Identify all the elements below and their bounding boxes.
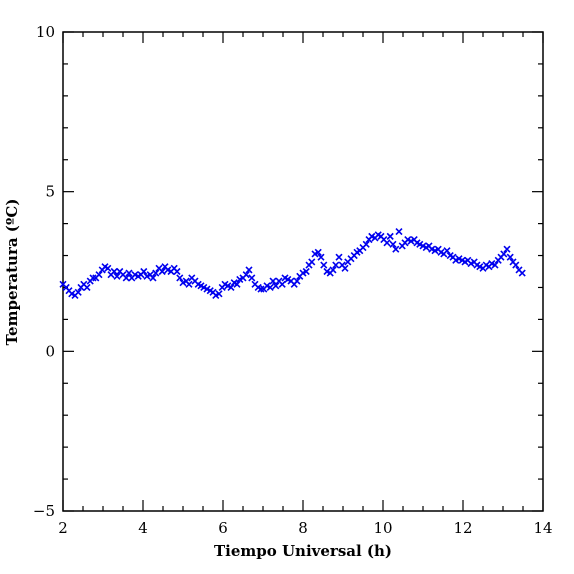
- data-point: [140, 267, 148, 276]
- x-axis-label: Tiempo Universal (h): [214, 542, 392, 560]
- data-point: [149, 274, 157, 282]
- data-point: [242, 271, 250, 279]
- x-tick-label: 8: [298, 519, 308, 537]
- data-point: [506, 253, 514, 261]
- data-point: [386, 232, 394, 240]
- plot-frame: [62, 31, 544, 512]
- data-point: [95, 271, 103, 279]
- data-point: [293, 277, 301, 285]
- data-point: [392, 245, 400, 253]
- data-point: [395, 228, 403, 236]
- data-point: [215, 290, 223, 298]
- data-point: [329, 266, 337, 274]
- data-point: [341, 264, 349, 272]
- data-point: [308, 258, 316, 266]
- data-point: [266, 283, 274, 292]
- data-point: [158, 267, 166, 276]
- data-point: [104, 264, 112, 272]
- y-tick-label: −5: [33, 502, 55, 520]
- y-axis-label: Temperatura (ºC): [3, 199, 21, 346]
- y-tick-label: 5: [45, 183, 55, 201]
- data-point: [125, 269, 133, 277]
- data-point: [314, 248, 322, 256]
- data-point: [500, 250, 508, 258]
- data-point: [74, 288, 82, 296]
- data-point: [110, 267, 118, 276]
- data-point: [113, 272, 121, 280]
- data-point: [173, 267, 181, 276]
- data-point: [335, 253, 343, 261]
- data-point: [185, 280, 193, 288]
- x-tick-label: 2: [58, 519, 68, 537]
- data-point: [272, 282, 280, 290]
- x-tick-label: 12: [453, 519, 472, 537]
- data-point: [233, 280, 241, 288]
- data-point: [302, 267, 310, 276]
- data-point: [176, 274, 184, 282]
- data-point: [362, 240, 370, 248]
- data-point: [443, 247, 451, 255]
- y-tick-label: 0: [45, 342, 55, 360]
- data-point: [269, 277, 277, 285]
- data-point: [383, 239, 391, 247]
- data-points: [59, 228, 526, 300]
- data-point: [491, 261, 499, 269]
- axis-labels: Tiempo Universal (h) Temperatura (ºC) 2 4…: [3, 23, 553, 560]
- data-point: [317, 253, 325, 261]
- data-point: [245, 266, 253, 274]
- data-point: [503, 245, 511, 253]
- data-point: [152, 269, 160, 277]
- y-tick-label: 10: [36, 23, 55, 41]
- data-point: [227, 283, 235, 292]
- x-tick-label: 4: [138, 519, 148, 537]
- data-point: [332, 261, 340, 269]
- data-point: [248, 274, 256, 282]
- data-point: [122, 274, 130, 282]
- data-point: [518, 269, 526, 277]
- data-point: [257, 285, 265, 293]
- data-point: [278, 280, 286, 288]
- data-point: [320, 261, 328, 269]
- x-tick-label: 10: [373, 519, 392, 537]
- data-point: [89, 274, 97, 282]
- x-tick-label: 6: [218, 519, 228, 537]
- data-point: [512, 261, 520, 269]
- data-point: [83, 283, 91, 292]
- x-tick-label: 14: [533, 519, 552, 537]
- data-point: [389, 240, 397, 248]
- plot-axes: [62, 31, 544, 512]
